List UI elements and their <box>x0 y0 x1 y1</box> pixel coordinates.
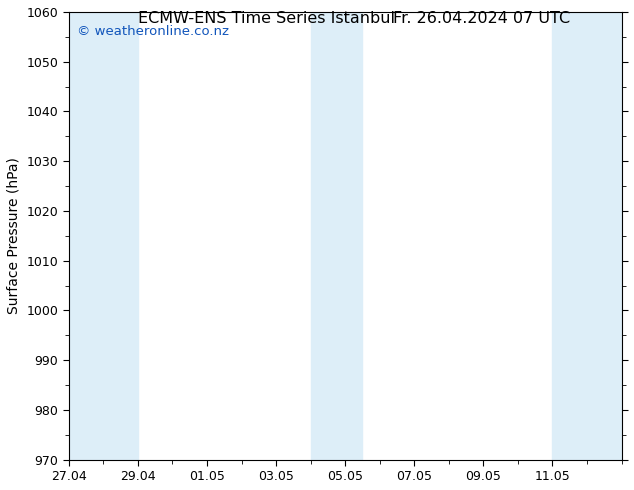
Bar <box>69 12 138 460</box>
Bar <box>552 12 621 460</box>
Text: © weatheronline.co.nz: © weatheronline.co.nz <box>77 25 229 38</box>
Text: ECMW-ENS Time Series Istanbul: ECMW-ENS Time Series Istanbul <box>138 11 395 26</box>
Y-axis label: Surface Pressure (hPa): Surface Pressure (hPa) <box>7 157 21 314</box>
Bar <box>311 12 363 460</box>
Text: Fr. 26.04.2024 07 UTC: Fr. 26.04.2024 07 UTC <box>393 11 571 26</box>
